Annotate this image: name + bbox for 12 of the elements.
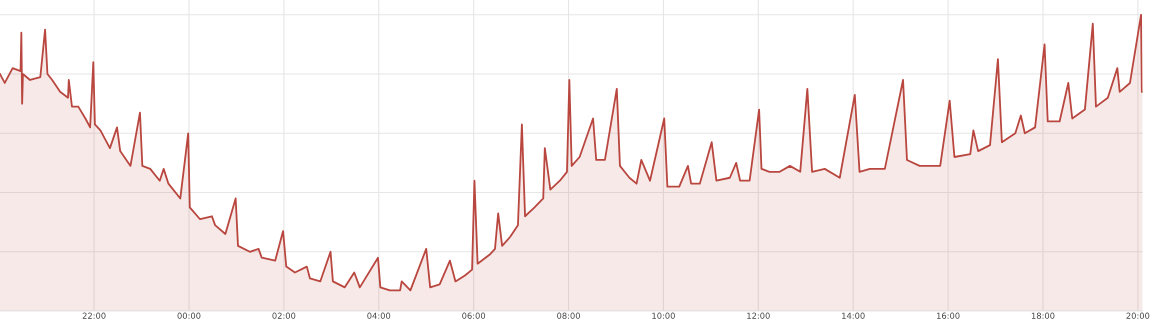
- x-tick-label: 14:00: [842, 312, 865, 319]
- x-tick-label: 00:00: [177, 312, 201, 319]
- x-tick-label: 04:00: [367, 312, 391, 319]
- x-tick-label: 08:00: [557, 312, 580, 319]
- x-tick-label: 16:00: [937, 312, 960, 319]
- x-tick-label: 12:00: [747, 312, 770, 319]
- x-tick-label: 22:00: [82, 312, 106, 319]
- x-tick-label: 06:00: [462, 312, 486, 319]
- x-tick-label: 20:00: [1126, 312, 1150, 319]
- x-tick-label: 18:00: [1031, 312, 1055, 319]
- x-tick-label: 02:00: [272, 312, 296, 319]
- x-tick-label: 10:00: [652, 312, 675, 319]
